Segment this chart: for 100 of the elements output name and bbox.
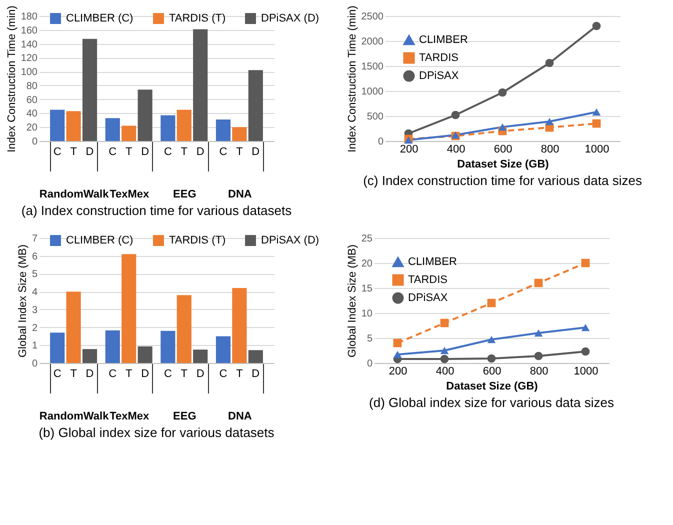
- point: [581, 347, 590, 356]
- text: (b) Global index size for various datasets: [38, 425, 275, 440]
- bar: [248, 350, 263, 363]
- legend-label: DPiSAX: [408, 292, 448, 304]
- x-tick-label: TexMex: [110, 188, 150, 200]
- x-tick-label: RandomWalk: [39, 410, 110, 422]
- text: T: [125, 146, 132, 158]
- bar: [176, 295, 192, 363]
- x-tick-label: 800: [530, 366, 548, 378]
- y-tick-label: 0: [32, 358, 38, 370]
- y-tick-label: 1: [32, 340, 38, 352]
- y-tick-label: 4: [32, 287, 38, 298]
- y-tick-label: 2000: [361, 36, 384, 48]
- bar: [50, 110, 65, 141]
- x-axis-title: Dataset Size (GB): [457, 158, 550, 170]
- y-tick-label: 2: [32, 322, 38, 334]
- y-tick-label: 40: [26, 108, 38, 120]
- x-tick-label: DNA: [228, 188, 252, 200]
- bar: [122, 254, 136, 363]
- x-tick-label: 200: [388, 366, 408, 378]
- text: C: [53, 368, 62, 380]
- text: T: [236, 368, 244, 380]
- point: [451, 110, 460, 120]
- bar: [176, 110, 192, 141]
- legend-label: DPiSAX (D): [261, 12, 320, 25]
- y-tick-label: 100: [20, 67, 38, 78]
- y-tick-label: 0: [366, 358, 373, 370]
- y-tick-label: 3: [32, 304, 38, 316]
- y-tick-label: 60: [26, 94, 38, 106]
- text: D: [141, 368, 150, 380]
- y-tick-label: 5: [32, 269, 38, 280]
- y-tick-label: 140: [20, 39, 38, 50]
- y-tick-label: 0: [378, 136, 384, 148]
- x-tick-label: 1000: [574, 366, 598, 378]
- bar: [216, 336, 231, 363]
- y-tick-label: 15: [361, 284, 373, 294]
- text: C: [164, 368, 172, 380]
- x-tick-label: 800: [540, 144, 560, 156]
- text: D: [252, 368, 260, 380]
- text: (c) Index construction time for various data sizes: [363, 173, 642, 188]
- point: [498, 123, 507, 131]
- bar: [248, 70, 263, 141]
- point: [592, 119, 601, 128]
- legend-label: TARDIS (T): [169, 12, 226, 25]
- point: [534, 352, 543, 360]
- text: C: [53, 146, 62, 158]
- text: D: [86, 146, 94, 158]
- text: C: [219, 368, 228, 380]
- point: [487, 336, 496, 344]
- point: [440, 346, 449, 354]
- text: C: [164, 146, 172, 158]
- y-tick-label: 20: [361, 258, 373, 270]
- bar: [50, 332, 65, 363]
- x-tick-label: RandomWalk: [39, 188, 110, 200]
- bar: [82, 349, 98, 363]
- text: T: [180, 368, 188, 380]
- bar: [138, 90, 152, 141]
- y-tick-label: 1000: [361, 86, 384, 98]
- text: T: [236, 146, 244, 158]
- point: [581, 324, 590, 332]
- legend-label: CLIMBER: [419, 34, 468, 46]
- legend-label: CLIMBER (C): [66, 234, 134, 247]
- bar: [122, 126, 136, 141]
- point: [534, 329, 543, 337]
- y-tick-label: 1500: [361, 62, 384, 72]
- text: T: [70, 368, 78, 380]
- point: [592, 22, 601, 30]
- text: C: [108, 146, 117, 158]
- bar: [105, 330, 120, 363]
- y-tick-label: 0: [32, 136, 38, 148]
- legend-label: CLIMBER: [408, 256, 457, 268]
- x-tick-label: 600: [494, 144, 512, 156]
- bar: [232, 288, 247, 363]
- point: [487, 298, 496, 308]
- y-tick-label: 120: [20, 53, 38, 64]
- y-axis-title: Index Construction Time (min): [346, 6, 358, 152]
- y-tick-label: 7: [32, 234, 38, 244]
- point: [581, 258, 590, 268]
- x-tick-label: 400: [446, 144, 466, 156]
- text: (d) Global index size for various data sizes: [369, 395, 614, 410]
- point: [592, 108, 601, 116]
- text: D: [196, 368, 204, 380]
- bar: [193, 350, 208, 363]
- legend-label: DPiSAX (D): [261, 234, 320, 247]
- legend-label: TARDIS: [419, 52, 459, 64]
- legend-label: DPiSAX: [419, 70, 460, 82]
- y-tick-label: 20: [26, 122, 38, 134]
- y-axis-title: Global Index Size (MB): [346, 244, 358, 358]
- point: [440, 354, 449, 364]
- text: T: [180, 146, 188, 158]
- x-tick-label: 1000: [584, 144, 610, 156]
- y-tick-label: 2500: [361, 12, 384, 22]
- y-tick-label: 6: [32, 251, 38, 262]
- y-axis-title: Global Index Size (MB): [16, 244, 29, 358]
- bar: [232, 127, 247, 141]
- text: C: [108, 368, 117, 380]
- text: D: [196, 146, 204, 158]
- text: T: [70, 146, 78, 158]
- x-tick-label: EEG: [173, 188, 196, 200]
- bar: [193, 29, 208, 141]
